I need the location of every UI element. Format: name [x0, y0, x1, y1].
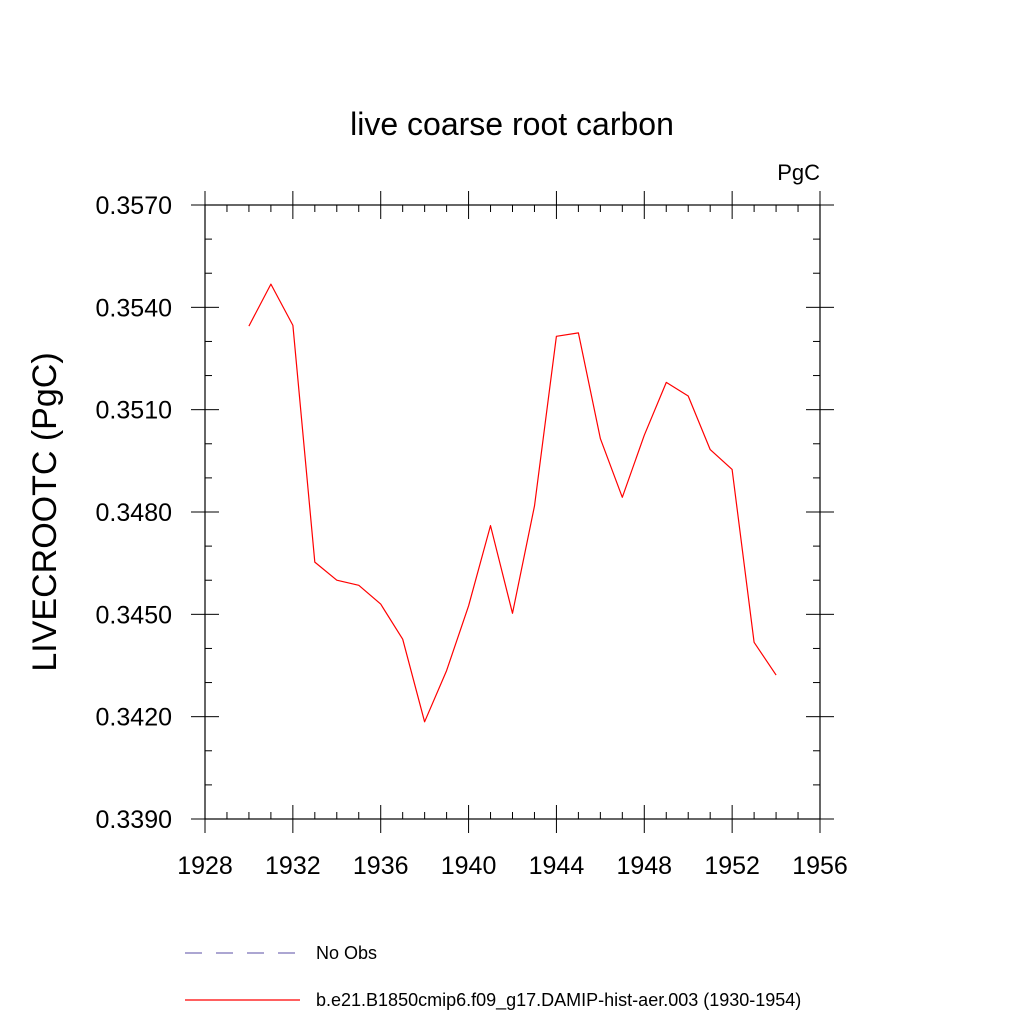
- y-axis: 0.3390 0.3420 0.3450 0.3480 0.3510 0.3540 0.35…: [96, 192, 834, 834]
- x-tick-label: 1952: [704, 852, 760, 880]
- x-tick-label: 1932: [265, 852, 321, 880]
- series-line: [248, 283, 777, 723]
- y-tick-label: 0.3570: [96, 192, 172, 220]
- legend-label-hist-aer: b.e21.B1850cmip6.f09_g17.DAMIP-hist-aer.…: [316, 990, 801, 1011]
- chart-title: live coarse root carbon: [350, 106, 674, 142]
- x-tick-label: 1936: [353, 852, 409, 880]
- series-layer: [248, 283, 777, 723]
- x-axis: 1928 1932 1936 1940 1944 1948 1952 1956: [177, 191, 848, 880]
- x-tick-label: 1940: [441, 852, 497, 880]
- plot-frame: [204, 204, 821, 820]
- y-axis-label: LIVECROOTC (PgC): [26, 352, 64, 671]
- y-tick-label: 0.3450: [96, 601, 172, 629]
- y-tick-label: 0.3510: [96, 397, 172, 425]
- legend: No Obs b.e21.B1850cmip6.f09_g17.DAMIP-hi…: [185, 943, 801, 1011]
- x-tick-label: 1956: [792, 852, 848, 880]
- x-tick-label: 1944: [529, 852, 585, 880]
- legend-label-no-obs: No Obs: [316, 943, 377, 963]
- y-tick-label: 0.3540: [96, 294, 172, 322]
- y-tick-label: 0.3390: [96, 806, 172, 834]
- units-label: PgC: [777, 160, 820, 185]
- x-tick-label: 1948: [616, 852, 672, 880]
- y-tick-label: 0.3420: [96, 704, 172, 732]
- y-tick-label: 0.3480: [96, 499, 172, 527]
- x-tick-label: 1928: [177, 852, 233, 880]
